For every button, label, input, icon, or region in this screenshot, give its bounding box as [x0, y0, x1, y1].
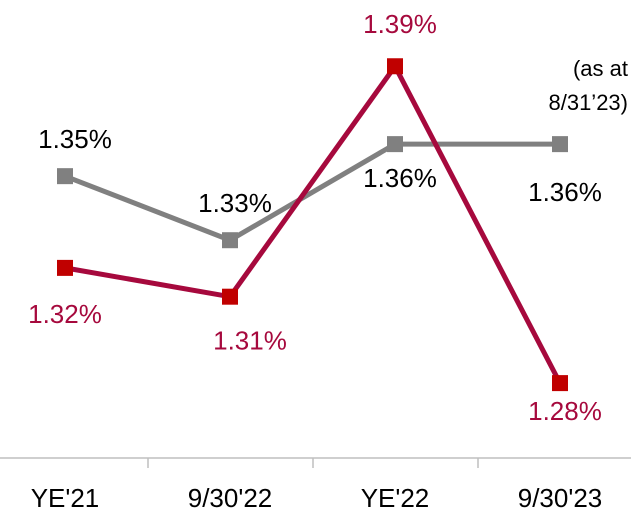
series-line — [64, 141, 560, 243]
x-tick-label: YE'22 — [361, 483, 430, 513]
x-tick-label: YE'21 — [31, 483, 100, 513]
marker — [222, 232, 238, 249]
data-label: 1.39% — [363, 9, 437, 39]
data-label: 1.32% — [28, 299, 102, 329]
marker — [552, 375, 568, 392]
data-label: 1.31% — [213, 326, 287, 356]
annotation: 8/31’23) — [548, 90, 628, 115]
data-label: 1.36% — [528, 177, 602, 207]
data-label: 1.35% — [38, 124, 112, 154]
marker — [387, 136, 403, 153]
marker — [222, 288, 238, 305]
marker — [57, 168, 73, 185]
x-tick-label: 9/30'23 — [518, 483, 603, 513]
marker — [57, 259, 73, 276]
series-line — [64, 61, 563, 385]
data-label: 1.28% — [528, 396, 602, 426]
data-label: 1.33% — [198, 188, 272, 218]
annotation: (as at — [573, 56, 628, 81]
marker — [552, 136, 568, 153]
marker — [387, 58, 403, 75]
data-label: 1.36% — [363, 163, 437, 193]
x-tick-label: 9/30'22 — [188, 483, 273, 513]
